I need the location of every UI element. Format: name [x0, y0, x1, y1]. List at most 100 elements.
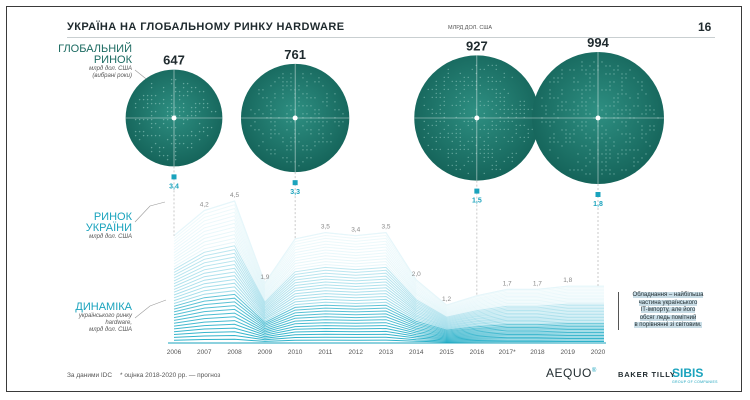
globe-texture-dot — [154, 134, 157, 137]
globe-texture-dot — [455, 88, 457, 91]
globe-texture-dot — [455, 84, 457, 87]
globe-texture-dot — [589, 97, 591, 99]
globe-texture-dot — [621, 77, 623, 79]
globe-texture-dot — [314, 109, 316, 111]
globe-texture-dot — [274, 129, 276, 131]
globe-texture-dot — [258, 109, 260, 111]
globe-texture-dot — [290, 109, 292, 111]
globe-texture-dot — [459, 136, 461, 139]
area-band-line — [173, 331, 604, 341]
area-band-line — [173, 316, 604, 337]
globe-texture-dot — [585, 109, 587, 111]
globe-texture-dot — [431, 148, 433, 151]
area-band-line — [173, 263, 604, 323]
globe-texture-dot — [503, 100, 505, 103]
globe-texture-dot — [601, 169, 603, 171]
globe-texture-dot — [531, 128, 533, 131]
globe-texture-dot — [274, 81, 276, 83]
globe-texture-dot — [439, 104, 441, 107]
globe-texture-dot — [134, 102, 137, 105]
globe-texture-dot — [310, 133, 312, 135]
globe-texture-dot — [166, 126, 169, 129]
globe-texture-dot — [565, 133, 567, 135]
globe-texture-dot — [557, 141, 559, 143]
globe-texture-dot — [254, 113, 256, 115]
globe-texture-dot — [326, 121, 328, 123]
estimate-note: * оцінка 2018-2020 рр. — прогноз — [120, 372, 221, 379]
globe-texture-dot — [467, 124, 469, 127]
globe-texture-dot — [629, 109, 631, 111]
globe-texture-dot — [629, 97, 631, 99]
globe-texture-dot — [306, 113, 308, 115]
globe-texture-dot — [629, 137, 631, 139]
globe-texture-dot — [553, 133, 555, 135]
globe-texture-dot — [463, 96, 465, 99]
globe-texture-dot — [455, 152, 457, 155]
globe-texture-dot — [206, 102, 209, 105]
globe-texture-dot — [483, 156, 485, 159]
area-band-line — [173, 297, 604, 332]
globe-texture-dot — [455, 160, 457, 163]
globe-texture-dot — [142, 130, 145, 133]
globe-texture-dot — [198, 90, 201, 93]
globe-texture-dot — [306, 157, 308, 159]
globe-texture-dot — [439, 96, 441, 99]
globe-texture-dot — [511, 112, 513, 115]
globe-texture-dot — [557, 81, 559, 83]
area-band-line — [173, 260, 604, 322]
globe-texture-dot — [589, 173, 591, 175]
globe-texture-dot — [314, 121, 316, 123]
globe-texture-dot — [270, 153, 272, 155]
globe-texture-dot — [258, 89, 260, 91]
globe-texture-dot — [637, 105, 639, 107]
globe-texture-dot — [649, 109, 651, 111]
globe-texture-dot — [613, 113, 615, 115]
ukraine-value-label: 1,5 — [472, 198, 482, 205]
globe-texture-dot — [483, 112, 485, 115]
globe-texture-dot — [561, 145, 563, 147]
globe-texture-dot — [439, 148, 441, 151]
globe-texture-dot — [545, 113, 547, 115]
year-label: 2016 — [470, 349, 485, 356]
globe-texture-dot — [549, 141, 551, 143]
globe-texture-dot — [174, 142, 177, 145]
globe-texture-dot — [613, 81, 615, 83]
area-band-line — [173, 327, 604, 340]
globe-texture-dot — [423, 104, 425, 107]
globe-texture-dot — [527, 132, 529, 135]
globe-texture-dot — [565, 141, 567, 143]
globe-texture-dot — [507, 128, 509, 131]
globe-texture-dot — [439, 136, 441, 139]
globe-texture-dot — [593, 141, 595, 143]
globe-texture-dot — [605, 149, 607, 151]
area-band-line — [173, 219, 604, 311]
globe-texture-dot — [194, 102, 197, 105]
globe-texture-dot — [565, 137, 567, 139]
globe-texture-dot — [491, 76, 493, 79]
globe-texture-dot — [182, 82, 185, 85]
globe-texture-dot — [633, 149, 635, 151]
globe-texture-dot — [613, 121, 615, 123]
globe-texture-dot — [306, 121, 308, 123]
note-line-5: в порівнянні зі світовим. — [634, 322, 702, 328]
globe-texture-dot — [194, 110, 197, 113]
globe-texture-dot — [170, 94, 173, 97]
globe-texture-dot — [150, 98, 153, 101]
globe-texture-dot — [621, 93, 623, 95]
ukraine-marker — [595, 192, 601, 197]
globe-texture-dot — [495, 112, 497, 115]
globe-texture-dot — [503, 72, 505, 75]
globe-texture-dot — [447, 88, 449, 91]
globe-texture-dot — [463, 108, 465, 111]
area-band-line — [173, 286, 604, 329]
globe-texture-dot — [138, 98, 141, 101]
area-band-line — [173, 252, 604, 320]
globe-texture-dot — [338, 125, 340, 127]
globe-texture-dot — [585, 165, 587, 167]
globe-texture-dot — [182, 142, 185, 145]
globe-texture-dot — [633, 161, 635, 163]
globe-texture-dot — [282, 73, 284, 75]
globe-texture-dot — [581, 61, 583, 63]
area-band-line — [173, 305, 604, 334]
globe-texture-dot — [561, 109, 563, 111]
